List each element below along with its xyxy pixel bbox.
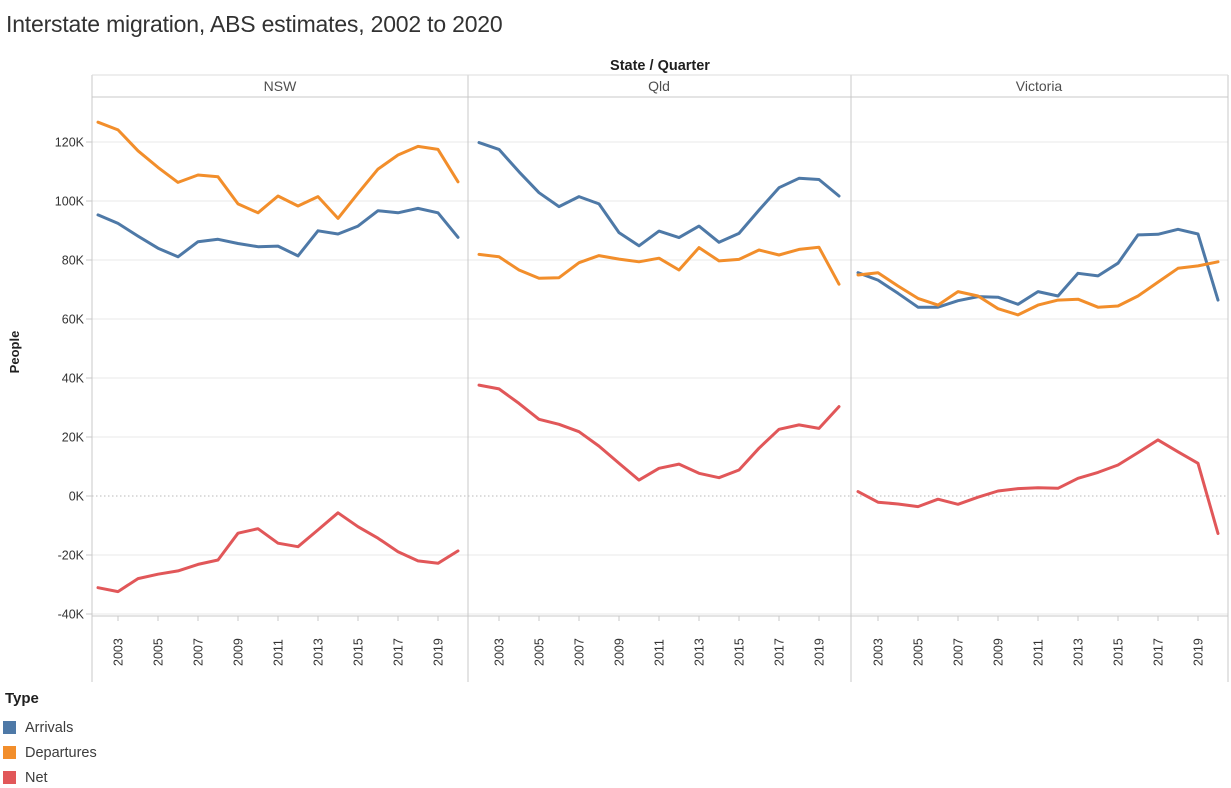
x-tick-label: 2011 [1032,639,1046,666]
y-axis-title: People [7,331,22,374]
panel-label-victoria: Victoria [1016,78,1063,94]
x-tick-label: 2013 [1072,638,1086,666]
x-tick-label: 2003 [493,638,507,666]
x-tick-label: 2017 [773,638,787,666]
y-tick-label: 20K [62,431,85,445]
x-tick-label: 2019 [1192,638,1206,666]
series-line-victoria-arrivals[interactable] [856,227,1220,309]
legend: Type Arrivals Departures Net [3,690,97,788]
x-tick-label: 2003 [112,638,126,666]
x-tick-label: 2013 [693,638,707,666]
y-tick-label: 120K [55,136,85,150]
legend-title: Type [5,690,39,707]
x-tick-label: 2017 [392,638,406,666]
y-tick-label: -40K [58,608,85,622]
y-tick-label: 40K [62,372,85,386]
x-tick-label: 2015 [1112,638,1126,666]
y-tick-label: 80K [62,254,85,268]
x-tick-label: 2015 [352,638,366,666]
x-tick-label: 2009 [613,638,627,666]
legend-item-label: Departures [25,744,97,761]
x-tick-label: 2011 [653,639,667,666]
x-tick-label: 2017 [1152,638,1166,666]
y-tick-label: 0K [69,490,85,504]
legend-item-arrivals[interactable]: Arrivals [3,715,97,740]
series-line-qld-departures[interactable] [477,245,841,286]
series-line-nsw-net[interactable] [96,511,460,594]
legend-item-label: Net [25,769,48,786]
x-tick-label: 2007 [192,638,206,666]
series-line-qld-arrivals[interactable] [477,141,841,248]
panel-label-nsw: NSW [264,78,297,94]
axis-ticks [86,141,1199,621]
series-line-victoria-departures[interactable] [856,260,1220,317]
departures-swatch-icon [3,746,16,759]
y-tick-label: -20K [58,549,85,563]
x-tick-label: 2015 [733,638,747,666]
x-tick-label: 2013 [312,638,326,666]
arrivals-swatch-icon [3,721,16,734]
series-lines [96,120,1220,594]
net-swatch-icon [3,771,16,784]
legend-item-label: Arrivals [25,719,74,736]
x-tick-label: 2009 [232,638,246,666]
axis-tick-labels: 120K 100K 80K 60K 40K 20K 0K -20K -40K 2003 2005 20… [55,136,1206,667]
x-tick-label: 2005 [912,638,926,666]
x-tick-label: 2007 [952,638,966,666]
x-tick-label: 2011 [272,639,286,666]
x-tick-label: 2003 [872,638,886,666]
x-tick-label: 2019 [813,638,827,666]
y-tick-label: 60K [62,313,85,327]
chart-title: Interstate migration, ABS estimates, 200… [6,11,503,37]
y-tick-label: 100K [55,195,85,209]
x-tick-label: 2009 [992,638,1006,666]
series-line-victoria-net[interactable] [856,438,1220,535]
panel-label-qld: Qld [648,78,670,94]
legend-item-net[interactable]: Net [3,765,97,788]
series-line-nsw-arrivals[interactable] [96,206,460,259]
gridlines [92,141,1228,615]
x-tick-label: 2007 [573,638,587,666]
x-tick-label: 2019 [432,638,446,666]
series-line-qld-net[interactable] [477,383,841,482]
x-tick-label: 2005 [152,638,166,666]
series-line-nsw-departures[interactable] [96,120,460,220]
legend-item-departures[interactable]: Departures [3,740,97,765]
column-dimension-label: State / Quarter [610,58,710,74]
x-tick-label: 2005 [533,638,547,666]
